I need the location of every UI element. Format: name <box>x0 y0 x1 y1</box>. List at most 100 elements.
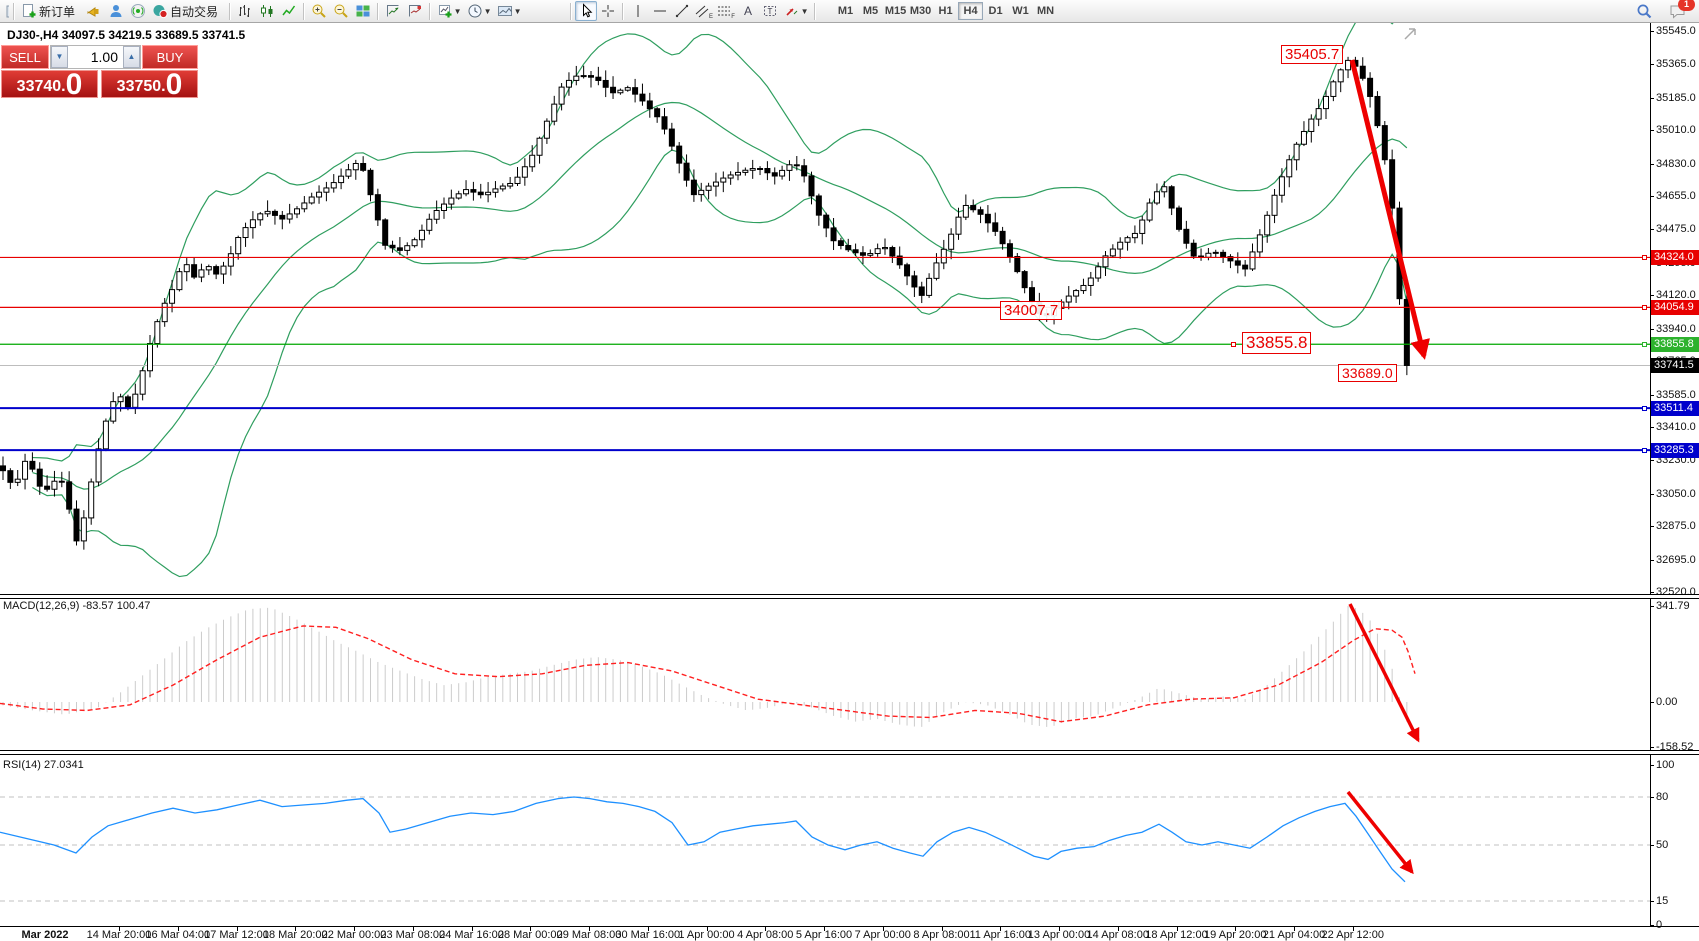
price-axis-tick <box>1650 426 1654 428</box>
svg-text:T: T <box>768 7 773 16</box>
timeframe-button-M30[interactable]: M30 <box>909 5 932 17</box>
volume-input[interactable] <box>68 46 123 68</box>
new-order-label: 新订单 <box>39 4 76 19</box>
buy-price[interactable]: 33750. 0 <box>101 67 198 101</box>
vertical-line-button[interactable] <box>627 1 649 21</box>
horizontal-line-button[interactable] <box>649 1 671 21</box>
candlestick-chart-button[interactable] <box>256 1 278 21</box>
time-axis-border <box>0 926 1699 927</box>
periods-dropdown[interactable]: ▼ <box>464 1 494 21</box>
price-tag: 33285.3 <box>1651 442 1699 458</box>
equidistant-channel-button[interactable]: E <box>693 1 715 21</box>
bar-chart-button[interactable] <box>234 1 256 21</box>
crosshair-button[interactable] <box>597 1 619 21</box>
rsi-indicator-panel[interactable] <box>0 757 1650 926</box>
fibonacci-button[interactable]: F <box>715 1 737 21</box>
volume-decrease-button[interactable]: ▼ <box>51 46 68 68</box>
price-axis-label: 32695.0 <box>1656 553 1696 566</box>
toolbar-separator <box>377 2 380 20</box>
price-tag: 33741.5 <box>1651 357 1699 373</box>
buy-button[interactable]: BUY <box>142 45 198 69</box>
timeframe-button-W1[interactable]: W1 <box>1012 5 1029 17</box>
price-axis-label: 33940.0 <box>1656 322 1696 335</box>
profile-prev-button[interactable] <box>404 1 426 21</box>
price-axis-label: 34655.0 <box>1656 190 1696 203</box>
price-axis-tick <box>1650 295 1654 297</box>
timeframe-button-H1[interactable]: H1 <box>938 5 953 17</box>
line-chart-button[interactable] <box>278 1 300 21</box>
rsi-label: RSI(14) 27.0341 <box>3 759 84 771</box>
time-axis-tick <box>354 927 355 931</box>
notification-badge: 1 <box>1678 0 1695 11</box>
level-connector <box>1642 405 1647 411</box>
cursor-button[interactable] <box>575 1 598 21</box>
panel-separator[interactable] <box>0 594 1699 599</box>
rsi-axis-label: 0 <box>1656 919 1663 931</box>
profile-next-button[interactable] <box>382 1 404 21</box>
zoom-out-icon <box>334 4 348 18</box>
auto-trading-button[interactable]: 自动交易 <box>149 1 226 21</box>
toolbar-separator <box>570 2 573 20</box>
new-order-icon <box>23 4 36 18</box>
notifications-button[interactable]: 1 <box>1667 0 1695 21</box>
time-axis-label: 29 Mar 08:00 <box>556 929 622 941</box>
timeframe-button-D1[interactable]: D1 <box>988 5 1003 17</box>
contacts-button[interactable] <box>105 1 127 21</box>
time-axis-month-label: Mar 2022 <box>21 929 69 941</box>
price-axis-tick <box>1650 328 1654 330</box>
toolbar-separator <box>13 2 15 20</box>
price-axis-label: 35545.0 <box>1656 25 1696 37</box>
line-chart-icon <box>282 5 296 16</box>
macd-axis-label: 0.00 <box>1656 696 1678 708</box>
volume-increase-button[interactable]: ▲ <box>123 46 140 68</box>
timeframe-button-M15[interactable]: M15 <box>884 5 907 17</box>
price-axis-tick <box>1650 97 1654 99</box>
time-axis-label: 5 Apr 16:00 <box>795 929 853 941</box>
chevron-up-icon: ▲ <box>127 52 136 61</box>
buy-price-pips: 0 <box>165 67 183 101</box>
time-axis-tick <box>1235 927 1237 931</box>
one-click-trading-panel: SELL ▼ ▲ BUY 33740.0 33750.0 <box>1 45 198 101</box>
sell-price[interactable]: 33740. 0 <box>1 69 98 99</box>
text-label-button[interactable]: T <box>759 1 781 21</box>
price-annotation: 34007.7 <box>1000 301 1063 321</box>
new-chart-dropdown[interactable]: ▼ <box>434 1 464 21</box>
sell-button[interactable]: SELL <box>1 45 49 69</box>
time-axis-tick <box>1294 927 1295 931</box>
price-axis-label: 33585.0 <box>1656 388 1696 401</box>
time-axis-tick <box>882 927 884 931</box>
toolbar-separator <box>814 2 817 20</box>
timeframe-button-M5[interactable]: M5 <box>862 5 879 17</box>
trendline-button[interactable] <box>671 1 693 21</box>
time-axis-label: 16 Mar 04:00 <box>145 929 211 941</box>
snapshot-dropdown[interactable]: ▼ <box>494 1 524 21</box>
time-axis-label: 13 Apr 00:00 <box>1027 929 1091 941</box>
fibonacci-letter: F <box>731 14 735 20</box>
panel-separator[interactable] <box>0 750 1699 755</box>
new-order-button[interactable]: 新订单 <box>18 1 83 21</box>
chevron-down-icon: ▼ <box>55 52 64 61</box>
zoom-out-button[interactable] <box>330 1 352 21</box>
timeframe-button-M1[interactable]: M1 <box>837 5 854 17</box>
search-icon <box>1637 4 1651 18</box>
search-button[interactable] <box>1633 1 1655 21</box>
time-axis-tick <box>589 927 590 931</box>
zoom-in-button[interactable] <box>308 1 330 21</box>
price-annotation: 33855.8 <box>1242 332 1312 354</box>
macd-indicator-panel[interactable] <box>0 598 1650 750</box>
macd-axis-tick <box>1650 605 1654 607</box>
arrows-dropdown[interactable]: ▼ <box>781 1 811 21</box>
price-axis-border <box>1650 23 1651 926</box>
rsi-axis-tick <box>1650 901 1654 902</box>
price-axis-label: 34830.0 <box>1656 157 1696 170</box>
text-button[interactable]: A <box>737 1 759 21</box>
tile-windows-button[interactable] <box>352 1 374 21</box>
signals-button[interactable] <box>127 1 149 21</box>
timeframe-button-MN[interactable]: MN <box>1036 5 1055 17</box>
timeframe-button-H4[interactable]: H4 <box>958 2 984 20</box>
news-button[interactable] <box>83 1 105 21</box>
price-axis-tick <box>1650 460 1654 462</box>
time-axis-label: 18 Mar 20:00 <box>262 929 328 941</box>
main-price-chart[interactable] <box>0 23 1650 594</box>
toolbar-separator <box>622 2 625 20</box>
